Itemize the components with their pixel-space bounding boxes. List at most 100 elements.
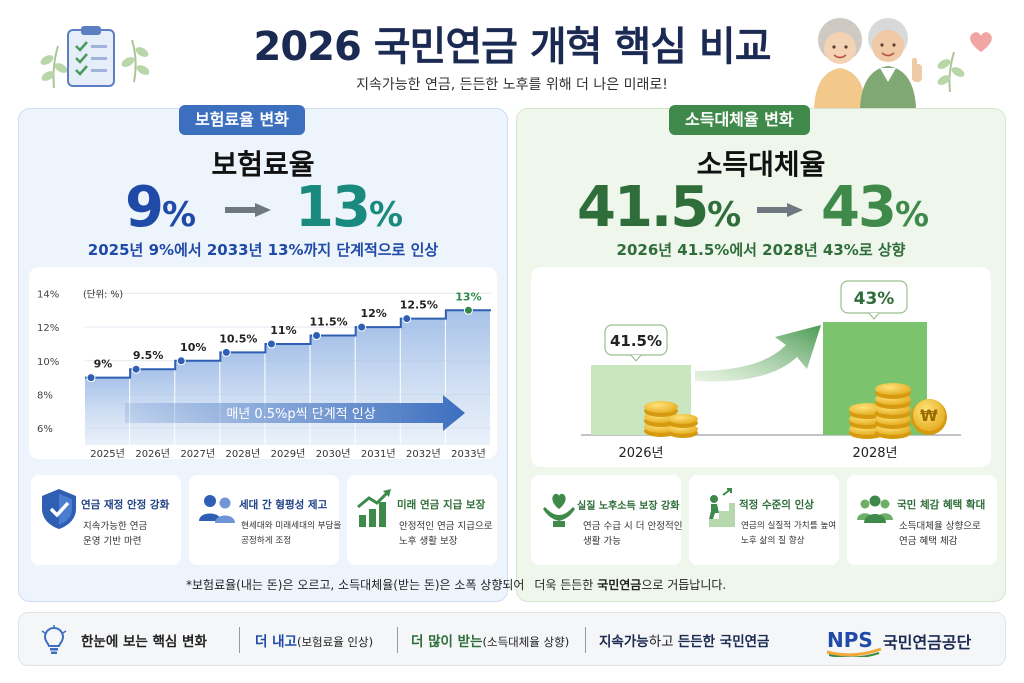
y-tick-label: 6% [37,424,53,435]
area-step [355,327,400,445]
benefit-title: 세대 간 형평성 제고 [239,499,328,511]
page-subtitle: 지속가능한 연금, 든든한 노후를 위해 더 나은 미래로! [356,77,668,93]
benefit-description: 지속가능한 연금 운영 기반 마련 [83,521,148,547]
data-point [357,322,367,332]
summary-item-pay-more: 더 내고(보험료율 인상) [255,634,374,650]
replacement-benefits-row: 실질 노후소득 보장 강화 연금 수급 시 더 안정적인 생활 가능 적정 수준의… [525,475,999,571]
bar-year-label: 2028년 [852,446,897,461]
x-tick-label: 2033년 [451,448,486,459]
replacement-rate-panel: 소득대체율 변화 소득대체율 41.5% 43% 2026년 41.5%에서 2… [516,105,1006,602]
callout-2026: 41.5% [604,324,668,362]
summary-title: 한눈에 보는 핵심 변화 [81,634,207,650]
benefit-description: 안정적인 연금 지급으로 노후 생활 보장 [399,521,493,547]
people-icon [199,495,235,523]
data-label: 10% [180,341,206,354]
summary-item-sustainable: 지속가능하고 든든한 국민연금 [599,634,770,650]
area-step [310,335,355,445]
contribution-benefits-row: 연금 재정 안정 강화 지속가능한 연금 운영 기반 마련 세대 간 형평성 제고… [27,475,501,571]
area-step [400,318,445,445]
svg-text:NPS: NPS [827,628,873,652]
heart-icon [970,32,992,52]
x-tick-label: 2030년 [316,448,351,459]
x-tick-label: 2029년 [271,448,306,459]
area-step [175,360,220,445]
data-point [312,331,322,341]
elderly-couple-illustration [814,18,922,108]
benefit-description: 연금의 실질적 가치를 높여 노후 삶의 질 향상 [741,521,837,546]
data-label: 9% [94,358,113,371]
x-tick-label: 2025년 [90,448,125,459]
area-step [85,377,130,445]
contribution-rate-area-chart: 6% 8% 10% 12% 14% (단위: %) 매년 0.5%p씩 단계적 인상 9%… [37,288,491,460]
data-label: 11.5% [309,316,347,329]
benefit-card-fiscal-stability: 연금 재정 안정 강화 지속가능한 연금 운영 기반 마련 [31,475,181,565]
contribution-rate-tag: 보험료율 변화 [179,105,305,135]
benefit-title: 미래 연금 지급 보장 [397,499,486,511]
climbing-person-icon [699,488,735,527]
x-tick-label: 2028년 [226,448,261,459]
area-step [445,310,490,445]
callout-2028: 43% [840,280,908,320]
divider [397,627,398,653]
page-title: 2026 국민연금 개혁 핵심 비교 [253,24,771,70]
y-tick-label: 10% [37,357,59,368]
growth-chart-icon [357,489,391,527]
lightbulb-icon [41,625,67,654]
benefit-title: 적정 수준의 인상 [739,499,814,511]
x-tick-label: 2027년 [180,448,215,459]
benefit-card-future-payment: 미래 연금 지급 보장 안정적인 연금 지급으로 노후 생활 보장 [347,475,497,565]
benefit-title: 연금 재정 안정 강화 [81,499,170,511]
heart-hands-icon [543,493,575,527]
trend-arrow [125,395,465,431]
area-step [220,352,265,445]
contribution-from-value: 9% [125,175,197,240]
organization-name: 국민연금공단 [883,633,972,652]
contribution-rate-change: 9% 13% [19,175,507,240]
growth-arrow-icon [695,325,821,382]
area-step [265,343,310,445]
replacement-rate-description: 2026년 41.5%에서 2028년 43%로 상향 [616,241,906,259]
leaf-icon [121,39,150,83]
leaf-icon [937,51,965,93]
data-point [463,305,473,315]
benefit-card-real-income: 실질 노후소득 보장 강화 연금 수급 시 더 안정적인 생활 가능 [531,475,682,565]
coin-stack-icon: ₩ [849,383,947,439]
contribution-to-value: 13% [295,175,404,240]
data-label: 12% [360,307,386,320]
shield-check-icon [42,489,76,529]
won-coin-icon: ₩ [920,406,938,425]
y-tick-label: 8% [37,390,53,401]
replacement-rate-illustration: 41.5% 43% [531,267,991,467]
replacement-from-value: 41.5% [577,175,742,240]
benefit-card-generational-equity: 세대 간 형평성 제고 현세대와 미래세대의 부담을 공정하게 조정 [189,475,341,565]
bar-year-label: 2026년 [618,446,663,461]
replacement-rate-heading: 소득대체율 [696,148,826,181]
benefit-title: 실질 노후소득 보장 강화 [577,501,680,512]
x-tick-label: 2026년 [135,448,170,459]
clipboard-checklist-icon [67,26,115,87]
data-point [266,339,276,349]
leaf-icon [40,45,68,89]
replacement-rate-tag: 소득대체율 변화 [669,105,810,135]
contribution-rate-chart: 6% 8% 10% 12% 14% (단위: %) 매년 0.5%p씩 단계적 인상 9%… [29,267,497,460]
unit-label: (단위: %) [83,288,123,300]
data-label: 10.5% [219,332,257,345]
x-tick-label: 2031년 [361,448,396,459]
data-label: 9.5% [133,349,164,362]
arrow-right-icon [225,203,271,217]
y-tick-label: 12% [37,323,59,334]
replacement-rate-change: 41.5% 43% [517,175,1005,240]
benefit-card-perceived-benefit: 국민 체감 혜택 확대 소득대체율 상향으로 연금 혜택 체감 [847,475,997,565]
trend-annotation: 매년 0.5%p씩 단계적 인상 [226,407,375,422]
summary-bar: 한눈에 보는 핵심 변화 더 내고(보험료율 인상) 더 많이 받는(소득대체율… [18,612,1006,666]
replacement-rate-bars: 41.5% 43% [581,280,961,461]
benefit-title: 국민 체감 혜택 확대 [897,499,986,511]
data-label: 13% [455,290,481,303]
divider [585,627,586,653]
contribution-rate-description: 2025년 9%에서 2033년 13%까지 단계적으로 인상 [87,241,439,259]
data-point [86,373,96,383]
replacement-to-value: 43% [821,175,930,240]
data-point [402,314,412,324]
coin-stack-icon [644,401,698,438]
divider [239,627,240,653]
